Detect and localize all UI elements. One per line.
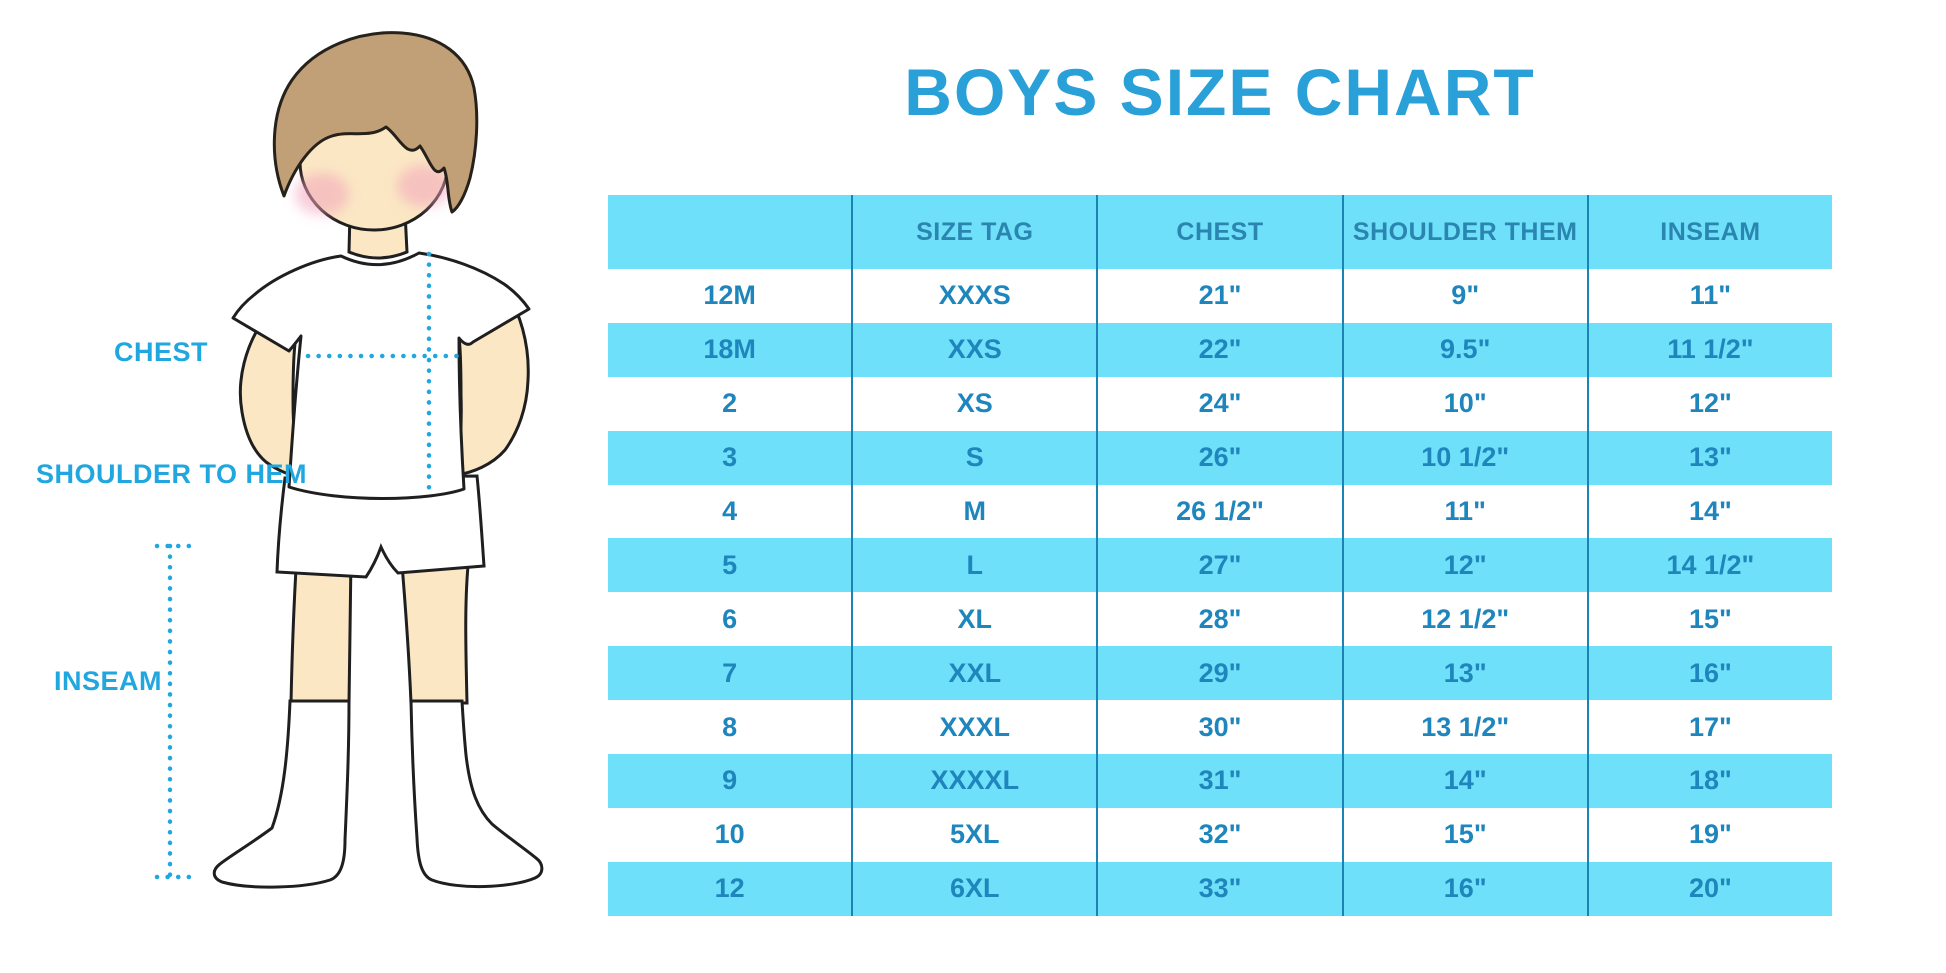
measurement-cell: 13" — [1586, 430, 1832, 485]
column-header: CHEST — [1096, 195, 1341, 269]
size-cell: 4 — [722, 496, 738, 526]
table-row: 9 XXXXL 31" 14" 18" — [608, 754, 1832, 808]
measurement-cell: 33" — [1096, 861, 1341, 916]
measurement-cell: 14" — [1586, 484, 1832, 539]
measurement-cell: 20" — [1586, 861, 1832, 916]
size-cell: 6 — [722, 603, 738, 634]
measurement-cell: 15" — [1341, 807, 1587, 862]
shoulder-to-hem-label: SHOULDER TO HEM — [36, 459, 308, 489]
measurement-cell: XL — [851, 592, 1096, 647]
table-row: 18M XXS 22" 9.5" 11 1/2" — [608, 322, 1832, 377]
size-cell: 8 — [722, 711, 738, 742]
measurement-cell: 9" — [1341, 269, 1587, 323]
measurement-cell: 10 1/2" — [1341, 430, 1587, 485]
size-cell: 9 — [722, 765, 738, 796]
table-row: 10 5XL 32" 15" 19" — [608, 807, 1832, 862]
measurement-cell: 12 1/2" — [1341, 592, 1587, 647]
measurement-cell: XS — [851, 376, 1096, 431]
size-chart-table: SIZE TAG CHEST SHOULDER THEM INSEAM 12M XXXS… — [608, 195, 1832, 916]
size-cell: 5 — [722, 549, 738, 580]
measurement-cell: 22" — [1096, 322, 1341, 377]
measurement-cell: 6XL — [851, 861, 1096, 916]
measurement-cell: 16" — [1586, 646, 1832, 701]
measurement-cell: 14 1/2" — [1586, 538, 1832, 593]
column-header: SHOULDER THEM — [1341, 195, 1587, 269]
measurement-cell: 15" — [1586, 592, 1832, 647]
boy-right-leg — [399, 550, 471, 705]
size-cell: 12 — [714, 873, 745, 904]
measurement-cell: 11" — [1341, 484, 1587, 539]
column-header: INSEAM — [1586, 195, 1832, 269]
size-cell: 7 — [722, 657, 738, 688]
boy-left-sock — [212, 699, 351, 889]
measurement-cell: 29" — [1096, 646, 1341, 701]
boy-right-sock — [409, 699, 544, 889]
measurement-cell: L — [851, 538, 1096, 593]
size-cell: 3 — [722, 442, 738, 473]
measurement-cell: M — [851, 484, 1096, 539]
table-row: 4 M 26 1/2" 11" 14" — [608, 484, 1832, 539]
measurement-cell: 32" — [1096, 807, 1341, 862]
boy-shorts — [275, 474, 486, 579]
chest-label: CHEST — [114, 337, 209, 367]
measurement-cell: 17" — [1586, 700, 1832, 755]
table-row: 3 S 26" 10 1/2" 13" — [608, 430, 1832, 485]
table-row: 12 6XL 33" 16" 20" — [608, 861, 1832, 916]
measurement-cell: 24" — [1096, 376, 1341, 431]
size-cell: 10 — [714, 819, 745, 850]
measurement-cell: 13" — [1341, 646, 1587, 701]
measurement-cell: 13 1/2" — [1341, 700, 1587, 755]
measurement-cell: 19" — [1586, 807, 1832, 862]
measurement-cell: 16" — [1341, 861, 1587, 916]
table-row: 8 XXXL 30" 13 1/2" 17" — [608, 700, 1832, 755]
measurement-cell: XXXXL — [851, 754, 1096, 808]
measurement-cell: 26" — [1096, 430, 1341, 485]
measurement-cell: XXL — [851, 646, 1096, 701]
measurement-cell: 21" — [1096, 269, 1341, 323]
table-header-row: SIZE TAG CHEST SHOULDER THEM INSEAM — [608, 195, 1832, 269]
size-cell: 2 — [722, 388, 738, 419]
inseam-label: INSEAM — [54, 666, 163, 696]
measurement-cell: 18" — [1586, 754, 1832, 808]
boy-right-cheek — [397, 165, 451, 207]
measurement-cell: 12" — [1586, 376, 1832, 431]
measurement-cell: 28" — [1096, 592, 1341, 647]
measurement-cell: 10" — [1341, 376, 1587, 431]
table-row: 12M XXXS 21" 9" 11" — [608, 269, 1832, 323]
measurement-cell: 12" — [1341, 538, 1587, 593]
boy-hair — [272, 31, 479, 214]
boy-shirt — [231, 251, 531, 500]
measurement-cell: 26 1/2" — [1096, 484, 1341, 539]
measurement-cell: XXS — [851, 322, 1096, 377]
measurement-cell: 31" — [1096, 754, 1341, 808]
boy-left-arm — [238, 320, 304, 479]
measurement-cell: 30" — [1096, 700, 1341, 755]
table-row: 7 XXL 29" 13" 16" — [608, 646, 1832, 701]
boy-illustration — [154, 31, 544, 889]
page-title: BOYS SIZE CHART — [904, 55, 1536, 129]
measurement-cell: 5XL — [851, 807, 1096, 862]
table-body: 12M XXXS 21" 9" 11" 18M XXS 22" 9.5" 11 1/2" 2 XS 24… — [608, 269, 1832, 916]
measurement-cell: 27" — [1096, 538, 1341, 593]
table-row: 6 XL 28" 12 1/2" 15" — [608, 592, 1832, 647]
measurement-cell: 9.5" — [1341, 322, 1587, 377]
measurement-cell: 11" — [1586, 269, 1832, 323]
column-header: SIZE TAG — [851, 195, 1096, 269]
measurement-cell: S — [851, 430, 1096, 485]
table-row: 2 XS 24" 10" 12" — [608, 376, 1832, 431]
size-cell: 18M — [703, 334, 756, 365]
size-cell: 12M — [703, 280, 756, 311]
column-header — [608, 195, 851, 269]
measurement-cell: 14" — [1341, 754, 1587, 808]
table-row: 5 L 27" 12" 14 1/2" — [608, 538, 1832, 593]
measurement-cell: XXXS — [851, 269, 1096, 323]
boy-left-cheek — [295, 173, 349, 215]
measurement-cell: 11 1/2" — [1586, 322, 1832, 377]
measurement-cell: XXXL — [851, 700, 1096, 755]
